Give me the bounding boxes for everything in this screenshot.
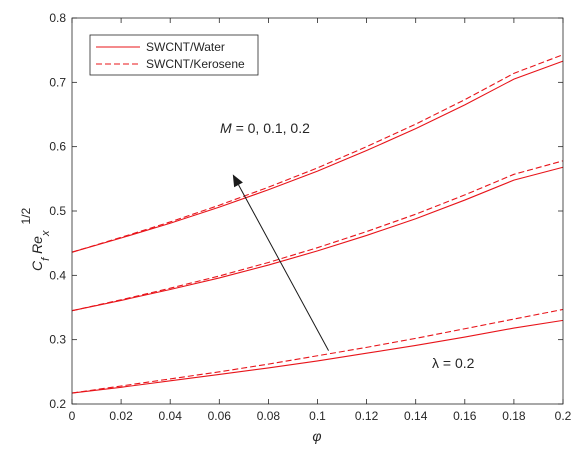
annotation-m: M = 0, 0.1, 0.2 (220, 120, 310, 136)
y-tick-label: 0.7 (49, 75, 66, 89)
arrow-layer (232, 174, 329, 351)
legend-label-water: SWCNT/Water (146, 40, 225, 54)
x-tick-label: 0.04 (159, 409, 183, 423)
arrow-shaft (238, 184, 329, 351)
legend-label-kerosene: SWCNT/Kerosene (146, 57, 245, 71)
y-tick-label: 0.8 (49, 11, 66, 25)
series-layer (71, 54, 564, 394)
x-tick-label: 0.14 (404, 409, 428, 423)
y-label-sup: 1/2 (19, 208, 33, 225)
y-tick-label: 0.5 (49, 204, 66, 218)
x-tick-label: 0.1 (309, 409, 326, 423)
x-tick-label: 0.2 (555, 409, 572, 423)
y-axis-label: Cf Rex 1/2 (19, 208, 52, 271)
legend: SWCNT/Water SWCNT/Kerosene (89, 34, 259, 76)
y-label-sub-x: x (40, 230, 52, 237)
series-line-m-0-1-solid (71, 166, 564, 312)
x-tick-label: 0.08 (257, 409, 281, 423)
x-tick-label: 0.12 (355, 409, 379, 423)
series-line-m-0-1-dashed (71, 160, 564, 312)
x-tick-label: 0.06 (208, 409, 232, 423)
annotation-m-values: 0, 0.1, 0.2 (248, 120, 310, 136)
y-label-sub-f: f (40, 257, 52, 261)
annotation-lambda-label: λ = (432, 355, 455, 371)
series-line-m-0-2-solid (71, 60, 564, 253)
x-tick-label: 0.16 (453, 409, 477, 423)
plot-area (72, 18, 563, 404)
y-label-re: Re (29, 236, 45, 258)
x-tick-label: 0 (69, 409, 76, 423)
series-line-m-0-2-dashed (71, 54, 564, 253)
legend-box (89, 34, 259, 76)
y-tick-label: 0.3 (49, 333, 66, 347)
x-tick-label: 0.02 (109, 409, 133, 423)
tick-layer: 0 0.02 0.04 0.06 0.08 0.1 0.12 0.14 0.16 0.18 0.2 0… (49, 11, 571, 423)
y-axis-label-text: Cf Rex 1/2 (19, 208, 52, 271)
y-label-c: C (29, 260, 45, 271)
annotation-lambda-value: 0.2 (455, 355, 475, 371)
y-tick-label: 0.4 (49, 268, 66, 282)
series-line-m-0-solid (71, 319, 564, 394)
arrow-head (232, 174, 243, 188)
annotation-m-label: M = (220, 120, 248, 136)
x-tick-label: 0.18 (502, 409, 526, 423)
x-axis-label: φ (312, 428, 321, 444)
annotation-lambda: λ = 0.2 (432, 355, 475, 371)
y-tick-label: 0.2 (49, 397, 66, 411)
series-line-m-0-dashed (71, 308, 564, 394)
y-tick-label: 0.6 (49, 140, 66, 154)
